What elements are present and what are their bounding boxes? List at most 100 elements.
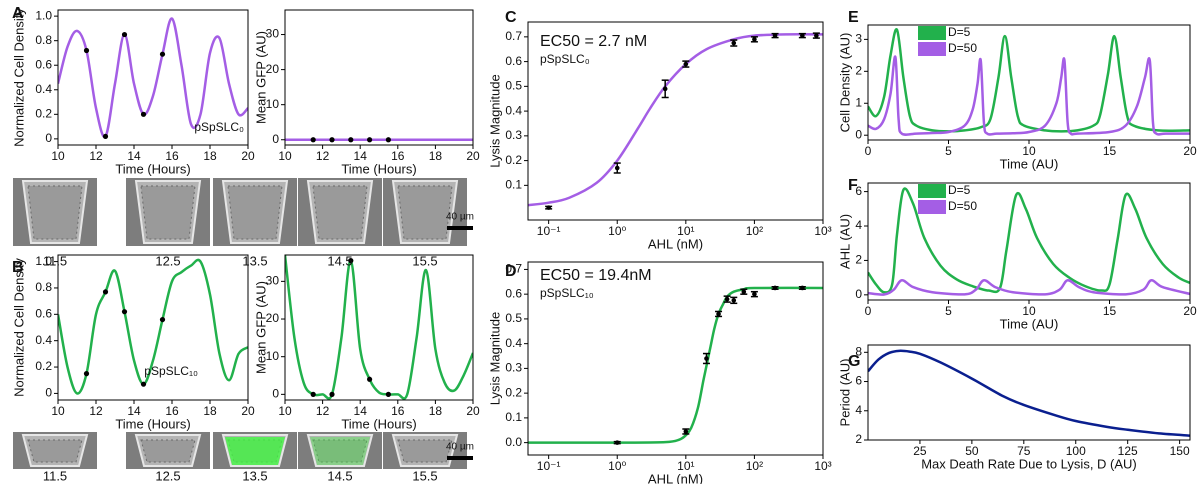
- data-point: [310, 391, 316, 397]
- annotation: pSpSLC₀: [194, 120, 244, 134]
- time-label: 13.5: [242, 468, 267, 483]
- y-tick-label: 2: [855, 432, 862, 446]
- data-line: [58, 258, 248, 395]
- panel-label: D: [505, 263, 517, 280]
- cells: [227, 185, 283, 240]
- y-tick-label: 1.0: [35, 254, 52, 268]
- x-axis-label: Time (Hours): [115, 161, 190, 176]
- annotation: EC50 = 2.7 nM: [540, 33, 647, 50]
- data-line: [58, 17, 248, 139]
- time-label: 13.5: [242, 253, 267, 268]
- data-point: [741, 289, 747, 294]
- data-point: [814, 33, 819, 38]
- y-tick-label: 0: [45, 386, 52, 400]
- data-point: [367, 376, 373, 382]
- panel-label: C: [505, 9, 517, 26]
- y-tick-label: 30: [266, 27, 280, 41]
- plot-area: [868, 28, 1190, 136]
- chart: 0 5 10 15 20 0 1 2 3 Time (AU) Cell Density (AU) E D…: [837, 9, 1197, 171]
- axes-frame: [57, 9, 249, 146]
- y-tick-label: 0.8: [35, 280, 52, 294]
- time-label: 12.5: [155, 468, 180, 483]
- y-tick-label: 0.6: [505, 54, 522, 68]
- data-line: [868, 187, 1190, 294]
- y-tick-label: 3: [855, 32, 862, 46]
- x-tick-label: 50: [965, 444, 979, 458]
- plot-area: [58, 258, 248, 395]
- x-tick-label: 20: [241, 149, 255, 163]
- legend-label: D=5: [948, 25, 971, 39]
- x-tick-label: 10⁰: [608, 224, 626, 238]
- x-tick-label: 0: [865, 144, 872, 158]
- data-point: [83, 47, 90, 54]
- y-tick-label: 0.5: [505, 311, 522, 325]
- plot-area: [58, 17, 248, 139]
- data-point: [683, 61, 689, 67]
- time-label: 11.5: [43, 468, 67, 483]
- legend-swatch: [918, 184, 946, 198]
- x-tick-label: 10¹: [677, 224, 694, 238]
- x-tick-label: 14: [127, 404, 141, 418]
- data-point: [102, 289, 109, 295]
- y-tick-label: 0: [45, 131, 52, 145]
- x-tick-label: 16: [391, 149, 405, 163]
- x-tick-label: 125: [1118, 444, 1138, 458]
- chart: 0 5 10 15 20 0 2 4 6 Time (AU) AHL (AU) F D=5 D=50: [837, 177, 1197, 331]
- x-axis-label: AHL (nM): [648, 236, 703, 251]
- y-tick-label: 0.4: [35, 82, 52, 96]
- y-tick-label: 0.7: [505, 262, 522, 276]
- plot-area: [285, 255, 473, 400]
- plot-area: [528, 33, 823, 207]
- image-strip: 11.5 12.5 13.5 14.5 15.5 40 µm: [13, 178, 474, 268]
- data-point: [121, 31, 128, 38]
- y-tick-label: 2: [855, 63, 862, 77]
- y-tick-label: 0: [272, 387, 279, 401]
- x-tick-label: 10²: [746, 224, 763, 238]
- x-tick-label: 20: [1183, 304, 1197, 318]
- x-axis-label: Time (Hours): [341, 416, 416, 431]
- data-point: [772, 285, 778, 291]
- y-axis-label: Lysis Magnitude: [487, 312, 502, 405]
- data-point: [329, 391, 335, 397]
- y-tick-label: 0: [855, 127, 862, 141]
- legend-label: D=50: [948, 199, 977, 213]
- cells: [397, 185, 453, 240]
- x-tick-label: 10³: [814, 459, 831, 473]
- x-tick-label: 0: [865, 304, 872, 318]
- x-tick-label: 10⁰: [608, 459, 626, 473]
- data-line: [285, 255, 473, 400]
- x-tick-label: 25: [913, 444, 927, 458]
- y-tick-label: 0.2: [35, 106, 52, 120]
- x-tick-label: 20: [241, 404, 255, 418]
- x-tick-label: 150: [1170, 444, 1190, 458]
- x-tick-label: 10: [1022, 144, 1036, 158]
- y-tick-label: 0: [855, 287, 862, 301]
- y-tick-label: 0.3: [505, 361, 522, 375]
- plot-area: [868, 187, 1190, 296]
- x-tick-label: 16: [165, 149, 179, 163]
- x-axis-label: Time (AU): [1000, 316, 1059, 331]
- x-tick-label: 10¹: [677, 459, 694, 473]
- x-tick-label: 14: [127, 149, 141, 163]
- chart: 10 12 14 16 18 20 0 0.2 0.4 0.6 0.8 1.0 Time (Hours)…: [11, 254, 255, 432]
- scale-bar-label: 40 µm: [446, 212, 474, 223]
- y-axis-label: Mean GFP (AU): [253, 281, 268, 374]
- x-tick-label: 18: [429, 149, 443, 163]
- y-tick-label: 0.8: [35, 33, 52, 47]
- y-tick-label: 4: [855, 218, 862, 232]
- y-tick-label: 6: [855, 184, 862, 198]
- data-line: [528, 33, 823, 207]
- cells: [312, 439, 368, 463]
- chart: 10 12 14 16 18 20 0 10 20 30 Time (Hours) Mean GFP …: [253, 254, 480, 431]
- time-label: 14.5: [327, 468, 352, 483]
- data-line: [868, 28, 1190, 133]
- data-point: [724, 296, 730, 302]
- scale-bar-label: 40 µm: [446, 442, 474, 453]
- data-point: [731, 40, 737, 46]
- data-line: [868, 278, 1190, 296]
- x-tick-label: 12: [316, 404, 330, 418]
- y-tick-label: 0.2: [505, 385, 522, 399]
- legend-label: D=5: [948, 183, 971, 197]
- y-tick-label: 0.6: [505, 286, 522, 300]
- chart: 10 12 14 16 18 20 0 10 20 30 Time (Hours) Mean GFP …: [253, 9, 480, 176]
